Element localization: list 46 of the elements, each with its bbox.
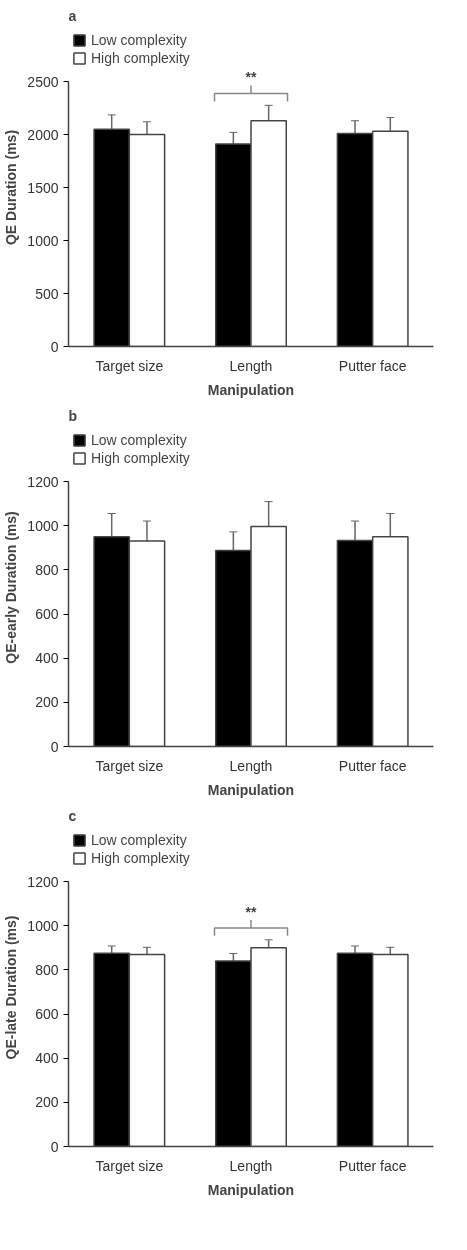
y-axis-title: QE-late Duration (ms) [3, 915, 20, 1060]
y-tick-label: 0 [50, 338, 59, 355]
x-axis-title: Manipulation [207, 781, 295, 798]
x-tick-label: Target size [95, 357, 164, 374]
y-tick-label: 800 [35, 561, 59, 578]
chart-title: c [68, 807, 77, 824]
x-tick-label: Length [229, 357, 273, 374]
legend-label: High complexity [91, 50, 190, 66]
annotation: ** [245, 903, 257, 920]
legend-label: Low complexity [91, 32, 187, 48]
y-tick-label: 500 [35, 285, 59, 302]
legend-label: Low complexity [91, 432, 187, 448]
y-tick-label: 1000 [27, 232, 59, 249]
x-tick-label: Putter face [338, 1157, 407, 1174]
chart-title: b [68, 407, 78, 424]
y-tick-label: 1000 [27, 917, 59, 934]
y-tick-label: 0 [50, 738, 59, 755]
annotation: ** [245, 69, 257, 86]
y-tick-label: 2000 [27, 126, 59, 143]
y-axis-title: QE-early Duration (ms) [3, 511, 20, 664]
legend-label: High complexity [91, 850, 190, 866]
legend-label: Low complexity [91, 832, 187, 848]
x-tick-label: Putter face [338, 357, 407, 374]
y-tick-label: 1200 [27, 873, 59, 890]
x-axis-title: Manipulation [207, 381, 295, 398]
y-tick-label: 200 [35, 694, 59, 711]
y-tick-label: 1000 [27, 517, 59, 534]
y-tick-label: 800 [35, 961, 59, 978]
y-tick-label: 2500 [27, 73, 59, 90]
x-tick-label: Length [229, 757, 273, 774]
y-tick-label: 400 [35, 1050, 59, 1067]
y-tick-label: 600 [35, 1006, 59, 1022]
y-axis-title: QE Duration (ms) [3, 129, 20, 246]
y-tick-label: 400 [35, 650, 59, 667]
y-tick-label: 200 [35, 1094, 59, 1111]
x-tick-label: Putter face [338, 757, 407, 774]
x-tick-label: Target size [95, 757, 164, 774]
x-axis-title: Manipulation [207, 1181, 295, 1198]
y-tick-label: 1200 [27, 473, 59, 490]
x-tick-label: Target size [95, 1157, 164, 1174]
y-tick-label: 600 [35, 606, 59, 622]
x-tick-label: Length [229, 1157, 273, 1174]
chart-title: a [68, 7, 77, 24]
legend-label: High complexity [91, 450, 190, 466]
y-tick-label: 1500 [27, 179, 59, 196]
y-tick-label: 0 [50, 1138, 59, 1155]
